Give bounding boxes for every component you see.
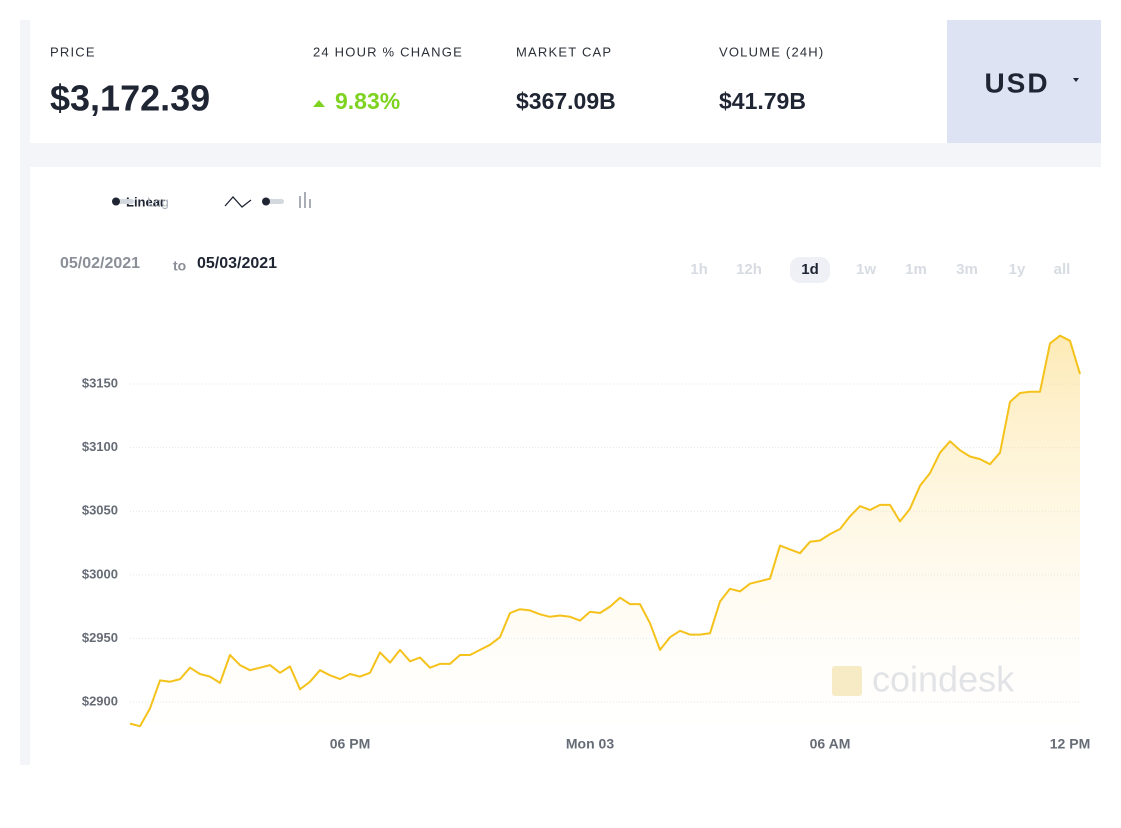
watermark-icon bbox=[832, 666, 862, 696]
date-to[interactable]: 05/03/2021 bbox=[197, 255, 277, 272]
range-button[interactable]: 1m bbox=[905, 261, 927, 278]
line-icon[interactable] bbox=[224, 196, 252, 208]
range-button[interactable]: 1d bbox=[801, 261, 819, 278]
y-tick-label: $3150 bbox=[82, 375, 118, 390]
range-button[interactable]: all bbox=[1054, 261, 1071, 278]
x-tick-label: Mon 03 bbox=[566, 736, 614, 752]
scale-log[interactable]: Log bbox=[147, 194, 169, 209]
bar-icon[interactable] bbox=[299, 192, 311, 208]
stat-value: $41.79B bbox=[719, 88, 806, 114]
range-selected-bg[interactable] bbox=[790, 257, 830, 283]
stats-card bbox=[30, 20, 947, 143]
area bbox=[130, 335, 1080, 730]
y-tick-label: $2950 bbox=[82, 630, 118, 645]
y-tick-label: $3000 bbox=[82, 566, 118, 581]
y-tick-label: $3050 bbox=[82, 503, 118, 518]
toggle-knob[interactable] bbox=[262, 197, 270, 206]
currency-button[interactable] bbox=[947, 20, 1101, 143]
dropdown-caret[interactable] bbox=[1073, 78, 1079, 82]
watermark-group: coindesk bbox=[832, 659, 1015, 700]
percent-change: 9.83% bbox=[335, 88, 400, 114]
watermark: coindesk bbox=[872, 659, 1015, 700]
range-button[interactable]: 1h bbox=[690, 261, 708, 278]
range-button[interactable]: 1y bbox=[1009, 261, 1026, 278]
plot: $2900 $2950 $3000 $3050 $3100 $3150 06 PM Mon 0… bbox=[82, 334, 1090, 752]
up-arrow bbox=[313, 100, 325, 107]
range-button[interactable]: 3m bbox=[956, 261, 978, 278]
stat-label: 24 HOUR % CHANGE bbox=[313, 44, 463, 59]
stat-label: VOLUME (24H) bbox=[719, 44, 824, 59]
stat-value: $367.09B bbox=[516, 88, 616, 114]
y-tick-label: $3100 bbox=[82, 439, 118, 454]
scale-linear[interactable]: Linear bbox=[126, 194, 165, 209]
date-from[interactable]: 05/02/2021 bbox=[60, 255, 140, 272]
price: $3,172.39 bbox=[50, 78, 210, 119]
x-tick-label: 06 AM bbox=[810, 736, 851, 752]
stat-label: PRICE bbox=[50, 44, 96, 59]
x-tick-label: 06 PM bbox=[330, 736, 370, 752]
price-line bbox=[129, 334, 1081, 728]
stat-label: MARKET CAP bbox=[516, 44, 612, 59]
range-button[interactable]: 12h bbox=[736, 261, 762, 278]
y-tick-label: $2900 bbox=[82, 693, 118, 708]
x-tick-label: 12 PM bbox=[1050, 736, 1090, 752]
toggle-knob[interactable] bbox=[112, 197, 120, 206]
currency[interactable]: USD bbox=[984, 67, 1049, 98]
range-button[interactable]: 1w bbox=[856, 261, 876, 278]
date-separator: to bbox=[173, 258, 186, 274]
